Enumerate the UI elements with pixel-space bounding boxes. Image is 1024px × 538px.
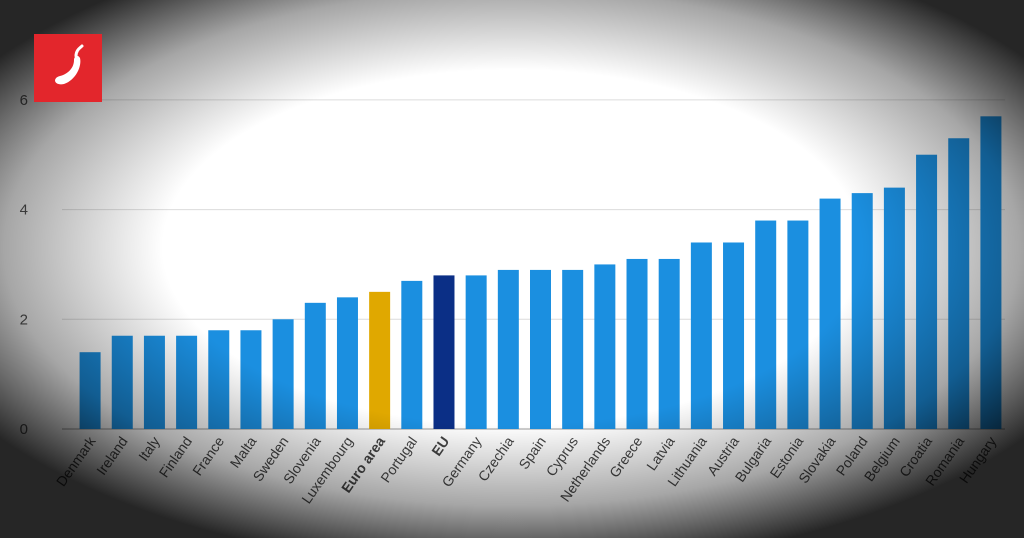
bar-italy[interactable] (143, 335, 165, 429)
bar-euro-area[interactable] (369, 291, 391, 429)
bar-latvia[interactable] (658, 258, 680, 429)
bar-hungary[interactable] (980, 116, 1002, 430)
bar-netherlands[interactable] (594, 264, 616, 429)
y-tick-label: 0 (20, 421, 28, 438)
bar-france[interactable] (208, 330, 230, 429)
x-tick-label: Malta (227, 433, 260, 470)
bar-croatia[interactable] (916, 154, 938, 429)
bar-spain[interactable] (530, 269, 551, 429)
x-tick-label: Greece (606, 433, 646, 480)
chili-pepper-icon (55, 44, 84, 85)
bar-malta[interactable] (240, 330, 262, 429)
x-tick-label: EU (428, 434, 452, 459)
bar-czechia[interactable] (497, 269, 519, 429)
x-tick-label: Denmark (53, 433, 99, 490)
bar-ireland[interactable] (111, 335, 133, 429)
y-tick-label: 4 (20, 202, 28, 219)
bar-estonia[interactable] (787, 220, 809, 429)
x-tick-label: Ireland (93, 434, 131, 478)
bar-poland[interactable] (851, 193, 873, 429)
bar-slovakia[interactable] (819, 198, 841, 429)
y-tick-label: 2 (20, 311, 28, 328)
bar-romania[interactable] (948, 138, 970, 429)
bar-cyprus[interactable] (562, 269, 584, 429)
x-tick-label: Finland (156, 434, 195, 481)
y-tick-label: 6 (20, 92, 28, 109)
brand-logo[interactable] (34, 34, 102, 102)
bar-luxembourg[interactable] (336, 297, 358, 429)
bar-belgium[interactable] (883, 187, 905, 429)
bar-austria[interactable] (723, 242, 745, 429)
bar-slovenia[interactable] (304, 302, 326, 429)
x-tick-label: Italy (135, 434, 163, 464)
bar-sweden[interactable] (272, 319, 294, 429)
bar-greece[interactable] (626, 258, 648, 429)
bar-germany[interactable] (465, 275, 487, 429)
x-tick-label: France (189, 433, 227, 478)
bar-portugal[interactable] (401, 280, 423, 429)
bar-eu[interactable] (433, 275, 455, 429)
bar-denmark[interactable] (79, 352, 101, 429)
bar-bulgaria[interactable] (755, 220, 777, 429)
bar-finland[interactable] (176, 335, 198, 429)
bar-lithuania[interactable] (690, 242, 712, 429)
